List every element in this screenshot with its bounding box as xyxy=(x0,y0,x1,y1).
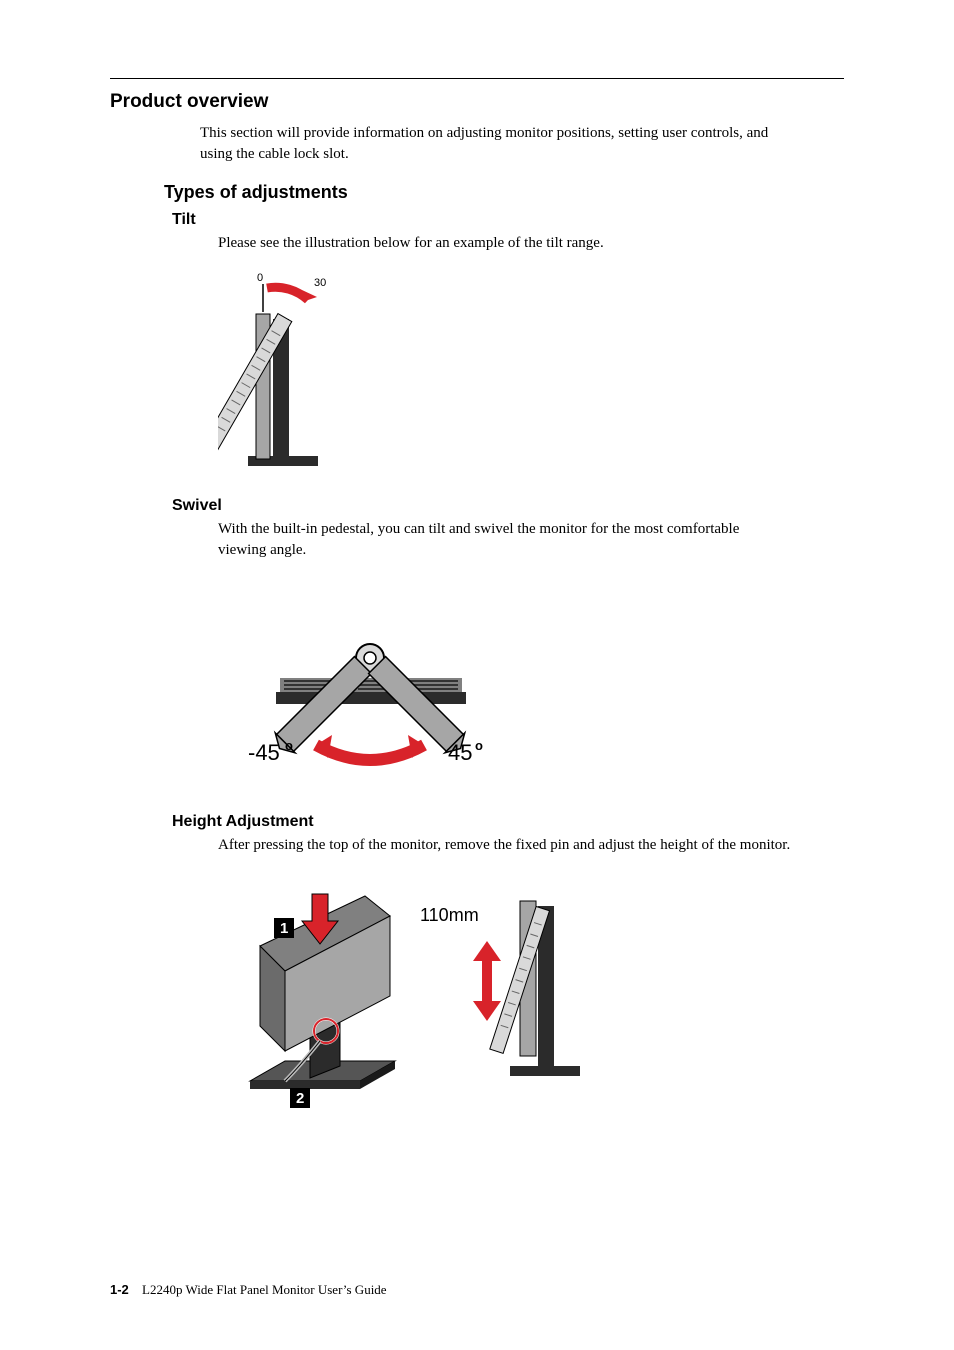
swivel-right-degree: o xyxy=(475,738,483,753)
paragraph-height: After pressing the top of the monitor, r… xyxy=(218,835,818,856)
heading-height-adjustment: Height Adjustment xyxy=(172,813,844,831)
page-number: 1-2 xyxy=(110,1282,129,1297)
height-callout-2: 2 xyxy=(290,1088,310,1108)
figure-tilt: 0 30 xyxy=(218,264,844,479)
swivel-left-value: -45 xyxy=(248,740,280,765)
paragraph-tilt: Please see the illustration below for an… xyxy=(218,233,844,254)
svg-text:1: 1 xyxy=(280,920,288,937)
heading-tilt: Tilt xyxy=(172,211,844,229)
figure-swivel: -45 o 45 o xyxy=(218,570,844,795)
svg-text:2: 2 xyxy=(296,1090,304,1107)
swivel-right-value: 45 xyxy=(448,740,472,765)
heading-product-overview: Product overview xyxy=(110,91,844,113)
height-travel-arrow-icon xyxy=(473,941,501,1021)
height-right-monitor xyxy=(490,901,580,1076)
swivel-left-degree: o xyxy=(285,738,293,753)
tilt-angle-min: 0 xyxy=(257,272,263,284)
figure-height: 1 2 xyxy=(240,866,844,1116)
top-rule xyxy=(110,78,844,79)
tilt-angle-max: 30 xyxy=(314,277,326,289)
height-travel-label: 110mm xyxy=(420,905,479,925)
paragraph-swivel: With the built-in pedestal, you can tilt… xyxy=(218,519,778,560)
footer-title: L2240p Wide Flat Panel Monitor User’s Gu… xyxy=(142,1282,387,1297)
height-callout-1: 1 xyxy=(274,918,294,938)
page-footer: 1-2 L2240p Wide Flat Panel Monitor User’… xyxy=(110,1282,387,1298)
swivel-diagram-svg: -45 o 45 o xyxy=(218,570,523,790)
tilt-diagram-svg: 0 30 xyxy=(218,264,378,474)
height-diagram-svg: 1 2 xyxy=(240,866,600,1111)
heading-types-of-adjustments: Types of adjustments xyxy=(164,182,844,203)
page: Product overview This section will provi… xyxy=(0,0,954,1350)
paragraph-overview: This section will provide information on… xyxy=(200,123,800,164)
heading-swivel: Swivel xyxy=(172,497,844,515)
